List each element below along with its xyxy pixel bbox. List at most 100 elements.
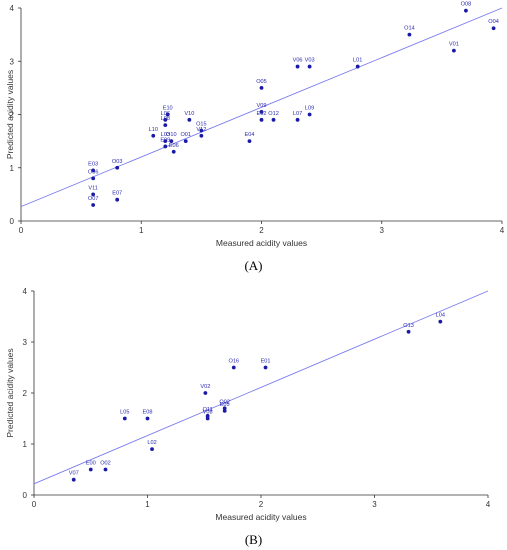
point-label: O16 — [228, 359, 239, 365]
x-tick-label-a: 1 — [139, 226, 144, 235]
data-point — [151, 133, 156, 138]
data-point — [91, 203, 96, 207]
regression-line-b — [33, 290, 489, 485]
data-point — [91, 168, 96, 173]
point-label: O02 — [100, 461, 111, 467]
point-label: O06 — [88, 169, 99, 175]
point-label: L06 — [161, 111, 170, 117]
data-point — [115, 197, 120, 202]
point-label: O07 — [88, 196, 99, 202]
data-point — [222, 408, 227, 413]
point-label: L09 — [305, 106, 314, 112]
data-point — [115, 165, 120, 170]
point-label: V07 — [69, 471, 79, 477]
y-tick-label-a: 3 — [10, 57, 15, 66]
point-label: O13 — [403, 323, 414, 329]
point-label: E02 — [257, 111, 267, 117]
data-point — [150, 447, 154, 451]
x-axis-label-b: Measured acidity values — [215, 512, 306, 522]
regression-line-a — [20, 7, 503, 208]
point-label: E05 — [220, 402, 230, 408]
data-point — [406, 329, 411, 334]
y-axis-label-a: Predicted acidity values — [5, 70, 15, 159]
y-tick-label-b: 4 — [23, 287, 28, 296]
y-tick-label-a: 2 — [10, 111, 15, 120]
data-point — [247, 139, 252, 144]
point-label: O02 — [219, 399, 230, 405]
scatter-plot-b: 0 1 2 3 4 0 1 2 3 4 Measured acidity values Predict… — [5, 287, 491, 522]
point-label: E03 — [88, 161, 98, 167]
point-label: V08 — [203, 410, 213, 416]
y-tick-label-b: 3 — [23, 338, 28, 347]
data-point — [263, 365, 268, 370]
point-label: E09 — [160, 137, 170, 143]
x-tick-label-b: 1 — [145, 500, 150, 509]
point-label: O08 — [461, 2, 472, 8]
data-point — [103, 467, 108, 472]
data-point — [163, 144, 168, 149]
data-point — [71, 477, 76, 482]
data-point — [271, 117, 276, 122]
data-point — [355, 64, 360, 69]
data-point — [145, 416, 150, 421]
point-label: O11 — [203, 407, 213, 413]
y-tick-label-b: 2 — [23, 389, 28, 398]
data-point — [295, 117, 300, 122]
data-point — [165, 112, 170, 117]
point-label: L01 — [353, 58, 362, 64]
y-tick-label-b: 1 — [23, 440, 28, 449]
data-point — [295, 64, 300, 69]
point-label: O15 — [196, 121, 207, 127]
point-label: E10 — [163, 106, 173, 112]
x-tick-label-a: 3 — [380, 226, 385, 235]
point-label: O05 — [256, 79, 267, 85]
point-label: O03 — [112, 159, 123, 165]
data-point — [171, 149, 176, 154]
data-point — [203, 391, 208, 395]
data-point — [491, 26, 496, 31]
x-tick-label-a: 4 — [500, 226, 505, 235]
panel-label-a: (A) — [244, 258, 263, 273]
x-tick-label-b: 4 — [486, 500, 491, 509]
x-tick-label-b: 2 — [259, 500, 264, 509]
point-label: V10 — [184, 111, 194, 117]
data-point — [169, 139, 174, 144]
y-axis-label-b: Predicted acidity values — [5, 348, 15, 437]
point-label: L05 — [120, 410, 129, 416]
data-point — [199, 128, 204, 133]
data-point — [259, 109, 264, 114]
x-axis-label-a: Measured acidity values — [216, 238, 307, 248]
data-point — [183, 139, 188, 144]
data-point — [259, 85, 264, 90]
point-label: V02 — [200, 384, 210, 390]
data-point — [464, 8, 468, 13]
y-tick-label-a: 1 — [10, 164, 15, 173]
x-tick-label-b: 0 — [32, 500, 37, 509]
x-tick-label-b: 3 — [372, 500, 377, 509]
data-point — [407, 32, 412, 37]
point-label: E07 — [112, 191, 122, 197]
point-label: L02 — [147, 440, 156, 446]
point-label: L03 — [161, 132, 170, 138]
point-label: E00 — [86, 461, 96, 467]
data-point — [259, 117, 264, 122]
point-label: L10 — [149, 127, 158, 133]
point-label: V06 — [293, 58, 303, 64]
x-tick-label-a: 2 — [259, 226, 264, 235]
y-tick-label-b: 0 — [23, 491, 28, 500]
data-point — [231, 365, 236, 370]
data-point — [122, 416, 127, 421]
data-point — [91, 192, 96, 197]
point-label: O12 — [268, 111, 279, 117]
data-point — [91, 176, 96, 181]
data-point — [163, 123, 168, 128]
data-point — [163, 139, 168, 144]
point-label: O04 — [488, 19, 499, 25]
point-label: O01 — [180, 132, 191, 138]
point-label: V12 — [196, 127, 206, 133]
point-label: L08 — [161, 116, 170, 122]
data-point — [205, 416, 210, 421]
data-point — [187, 117, 192, 122]
data-point — [88, 467, 93, 472]
